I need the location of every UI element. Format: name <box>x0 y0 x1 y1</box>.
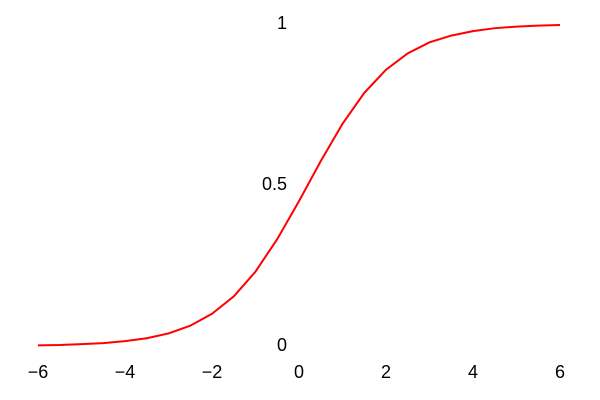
x-tick-label: −2 <box>202 362 223 382</box>
x-tick-label: −6 <box>28 362 49 382</box>
x-tick-label: 4 <box>468 362 478 382</box>
y-tick-label: 0 <box>277 335 287 355</box>
y-tick-label: 1 <box>277 13 287 33</box>
x-tick-label: 6 <box>555 362 565 382</box>
x-tick-label: −4 <box>115 362 136 382</box>
y-tick-label: 0.5 <box>262 174 287 194</box>
x-tick-label: 0 <box>294 362 304 382</box>
x-tick-label: 2 <box>381 362 391 382</box>
line-series <box>37 23 561 347</box>
